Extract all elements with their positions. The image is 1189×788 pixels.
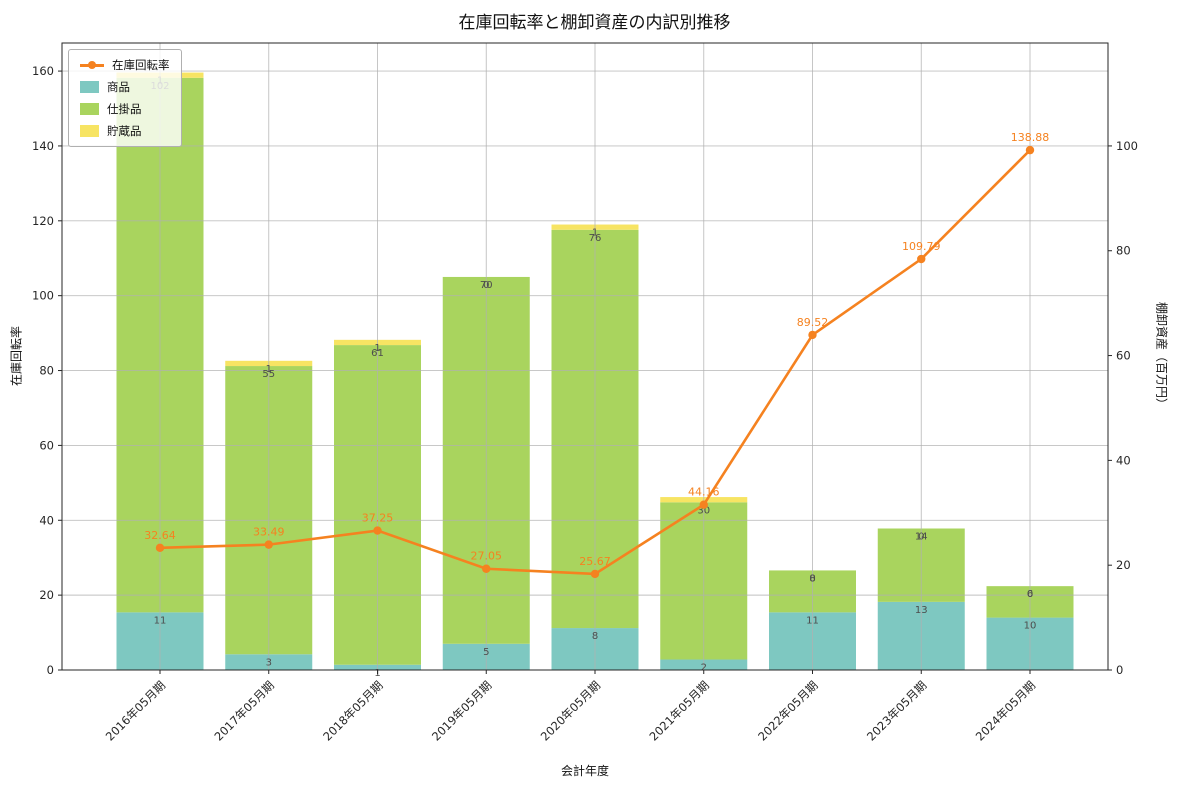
chart-title: 在庫回転率と棚卸資産の内訳別推移 [458, 13, 731, 33]
legend-swatch-icon [80, 81, 99, 93]
x-tick-label: 2017年05月期 [212, 678, 277, 743]
line-point [482, 564, 491, 573]
bar-value-label: 0 [483, 280, 489, 291]
bar-value-label: 30 [697, 505, 710, 516]
legend-label: 商品 [107, 80, 130, 94]
y-tick-label-left: 0 [47, 663, 54, 677]
y-tick-label-right: 0 [1116, 663, 1123, 677]
x-tick-label: 2024年05月期 [973, 678, 1038, 743]
plot-frame [61, 42, 1109, 671]
y-tick-label-left: 140 [32, 139, 54, 153]
bar-value-label: 70 [480, 280, 493, 291]
bar-value-label: 14 [915, 532, 928, 543]
y-tick-label-left: 60 [39, 438, 54, 452]
legend-item-line: 在庫回転率 [80, 57, 170, 73]
legend-label: 在庫回転率 [112, 58, 170, 72]
y-tick-label-right: 80 [1116, 244, 1131, 258]
bar-value-label: 5 [483, 647, 489, 658]
x-tick-label: 2023年05月期 [864, 678, 929, 743]
x-axis-label: 会計年度 [560, 764, 609, 778]
x-tick-label: 2016年05月期 [103, 678, 168, 743]
line-value-label: 33.49 [253, 526, 285, 539]
line-point [1025, 145, 1035, 155]
line-point [917, 254, 926, 264]
bar-value-label: 10 [1024, 621, 1037, 632]
line-value-label: 37.25 [362, 512, 394, 525]
line-value-label: 25.67 [579, 555, 611, 568]
line-value-label: 44.16 [688, 486, 720, 499]
y-tick-label-left: 40 [39, 513, 54, 527]
y-tick-label-left: 80 [39, 364, 54, 378]
bar-value-label: 13 [915, 605, 928, 616]
bar-value-label: 55 [262, 369, 275, 380]
y-tick-label-left: 160 [32, 64, 54, 78]
y-tick-label-left: 100 [32, 289, 54, 303]
line-value-label: 32.64 [144, 529, 176, 542]
bar-value-label: 3 [266, 657, 272, 668]
legend-label: 貯蔵品 [107, 124, 142, 138]
legend-line-marker-icon [80, 60, 104, 70]
x-tick-label: 2020年05月期 [538, 678, 603, 743]
bar-value-label: 8 [592, 631, 598, 642]
x-tick-label: 2021年05月期 [647, 678, 712, 743]
bar-value-label: 76 [589, 233, 602, 244]
x-tick-label: 2019年05月期 [429, 678, 494, 743]
line-value-label: 109.79 [902, 240, 941, 253]
bar-value-label: 1 [374, 343, 380, 354]
bar-value-label: 1 [592, 228, 598, 239]
line-point [808, 330, 817, 340]
y-tick-label-right: 20 [1116, 558, 1131, 572]
y-axis-label-left: 在庫回転率 [9, 325, 24, 387]
x-tick-label: 2022年05月期 [755, 678, 820, 743]
legend-item-series: 仕掛品 [80, 101, 170, 117]
legend-label: 仕掛品 [107, 102, 142, 116]
line-point [699, 500, 708, 509]
bar-value-label: 0 [809, 573, 815, 584]
y-tick-label-right: 60 [1116, 349, 1131, 363]
bar-value-label: 8 [809, 573, 815, 584]
bar-value-label: 0 [1027, 589, 1033, 600]
bar-value-label: 0 [918, 532, 924, 543]
y-axis-label-right: 棚卸資産（百万円） [1154, 301, 1169, 411]
bar-value-label: 1 [266, 364, 272, 375]
y-tick-label-left: 20 [39, 588, 54, 602]
bar-value-label: 2 [701, 663, 707, 674]
legend-item-series: 貯蔵品 [80, 123, 170, 139]
bar-value-label: 6 [1027, 589, 1033, 600]
y-tick-label-right: 40 [1116, 453, 1131, 467]
y-tick-label-left: 120 [32, 214, 54, 228]
line-point [264, 540, 273, 549]
bar-value-label: 11 [806, 615, 819, 626]
legend-item-series: 商品 [80, 79, 170, 95]
bar-value-label: 61 [371, 348, 384, 359]
line-value-label: 89.52 [797, 316, 829, 329]
line-value-label: 138.88 [1011, 131, 1050, 144]
legend: 在庫回転率商品仕掛品貯蔵品 [68, 49, 182, 147]
line-point [590, 569, 600, 579]
line-point [155, 543, 165, 553]
y-tick-label-right: 100 [1116, 139, 1138, 153]
line-value-label: 27.05 [471, 550, 503, 563]
x-tick-label: 2018年05月期 [320, 678, 385, 743]
legend-swatch-icon [80, 103, 99, 115]
bar-value-label: 11 [154, 615, 167, 626]
legend-swatch-icon [80, 125, 99, 137]
line-point [373, 526, 382, 535]
